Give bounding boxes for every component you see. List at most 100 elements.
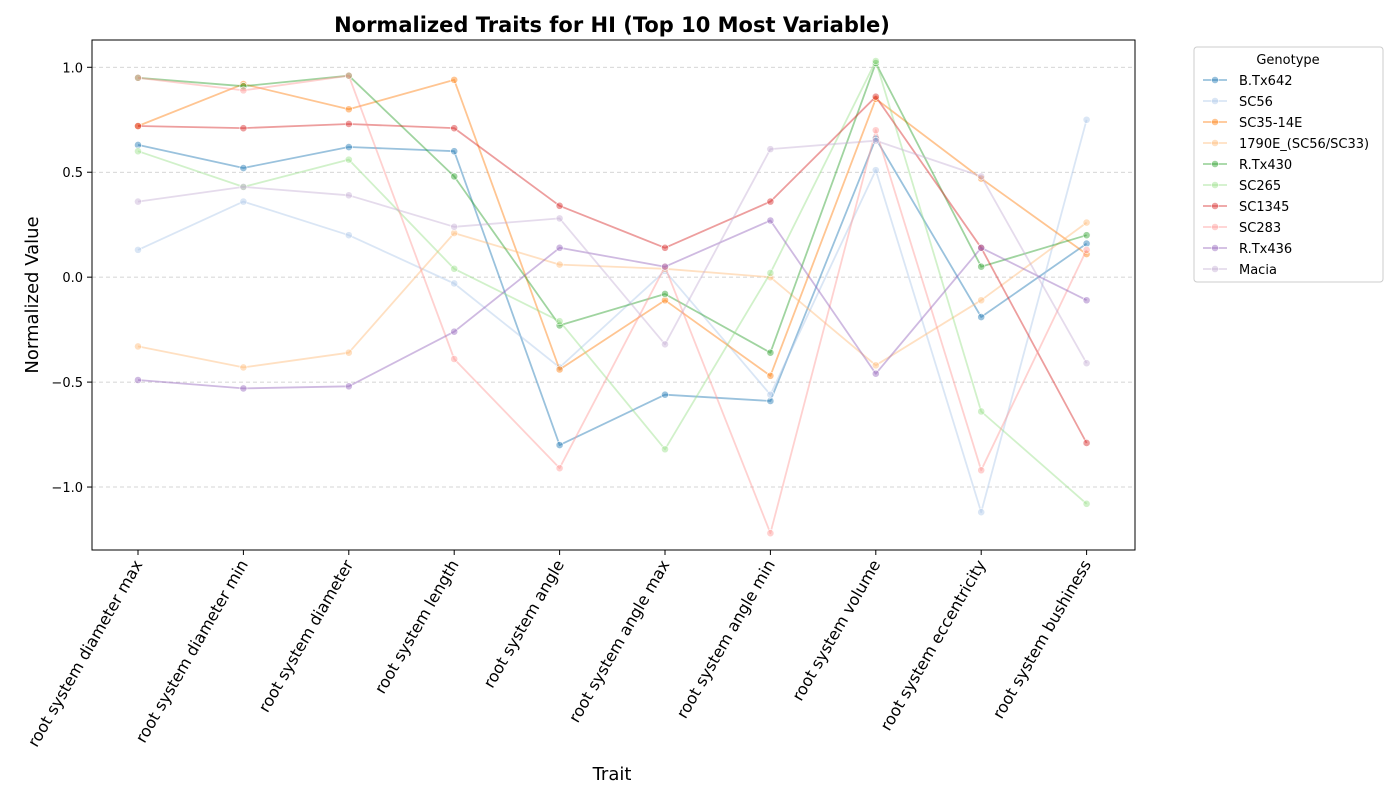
data-point bbox=[661, 340, 669, 349]
legend-label: B.Tx642 bbox=[1239, 74, 1293, 89]
legend-item: 1790E_(SC56/SC33) bbox=[1203, 137, 1369, 152]
series-line bbox=[137, 219, 1088, 390]
data-point bbox=[134, 376, 142, 384]
legend-item: Macia bbox=[1203, 263, 1277, 278]
data-point bbox=[977, 243, 986, 252]
y-tick-label: 1.0 bbox=[62, 61, 83, 76]
data-point bbox=[555, 214, 564, 223]
series-sc283 bbox=[134, 71, 1091, 538]
data-point bbox=[661, 243, 669, 252]
data-point bbox=[766, 390, 775, 399]
data-point bbox=[977, 407, 986, 416]
x-tick-label: root system bushiness bbox=[989, 557, 1095, 722]
data-point bbox=[1082, 250, 1091, 258]
series-sc35-14e bbox=[134, 75, 1091, 380]
legend-item: SC283 bbox=[1203, 221, 1281, 236]
data-point bbox=[344, 191, 353, 200]
series-macia bbox=[134, 136, 1091, 368]
data-point bbox=[1082, 115, 1091, 124]
data-point bbox=[134, 141, 142, 149]
data-point bbox=[344, 348, 353, 357]
grid-lines bbox=[92, 66, 1135, 488]
data-point bbox=[239, 124, 248, 133]
data-point bbox=[134, 73, 142, 82]
data-point bbox=[134, 147, 142, 156]
legend-label: 1790E_(SC56/SC33) bbox=[1239, 137, 1369, 152]
data-point bbox=[134, 245, 142, 254]
legend-swatch-marker bbox=[1211, 76, 1219, 84]
data-point bbox=[766, 273, 775, 282]
data-point bbox=[871, 92, 880, 101]
series-b-tx642 bbox=[134, 134, 1091, 449]
data-point bbox=[1082, 499, 1091, 508]
data-point bbox=[344, 231, 353, 240]
series-line bbox=[137, 74, 1088, 535]
data-point bbox=[450, 327, 459, 336]
y-tick-label: 0.0 bbox=[62, 271, 83, 286]
legend-item: R.Tx430 bbox=[1203, 158, 1292, 173]
legend-label: Macia bbox=[1239, 263, 1277, 278]
data-point bbox=[239, 86, 248, 95]
series-line bbox=[137, 139, 1088, 364]
y-axis-label: Normalized Value bbox=[22, 216, 43, 373]
series-sc56 bbox=[134, 115, 1091, 517]
data-point bbox=[661, 390, 669, 399]
y-tick-label: −0.5 bbox=[51, 376, 83, 391]
data-point bbox=[450, 147, 459, 156]
data-point bbox=[134, 342, 142, 351]
legend: Genotype B.Tx642 SC56 SC35-14E 1790E_(SC56/… bbox=[1193, 46, 1384, 283]
legend-swatch-marker bbox=[1211, 181, 1219, 189]
data-point bbox=[977, 313, 986, 321]
data-point bbox=[871, 134, 880, 143]
x-tick-label: root system eccentricity bbox=[876, 557, 989, 734]
legend-swatch-marker bbox=[1211, 118, 1219, 126]
legend-swatch-marker bbox=[1211, 97, 1219, 105]
data-point bbox=[450, 172, 459, 181]
data-point bbox=[239, 363, 248, 372]
data-point bbox=[766, 397, 775, 405]
data-point bbox=[134, 122, 142, 130]
series-line bbox=[137, 119, 1088, 514]
data-point bbox=[977, 466, 986, 475]
data-point bbox=[871, 166, 880, 175]
data-point bbox=[555, 243, 564, 252]
legend-label: SC56 bbox=[1239, 95, 1273, 110]
data-point bbox=[766, 348, 775, 357]
legend-label: R.Tx430 bbox=[1239, 158, 1292, 173]
data-point bbox=[661, 290, 669, 298]
data-point bbox=[344, 71, 353, 80]
data-point bbox=[661, 262, 669, 271]
series-lines bbox=[134, 57, 1091, 538]
data-point bbox=[239, 384, 248, 393]
data-point bbox=[661, 264, 669, 273]
legend-item: R.Tx436 bbox=[1203, 242, 1292, 257]
x-tick-label: root system angle bbox=[479, 557, 568, 692]
legend-items: B.Tx642 SC56 SC35-14E 1790E_(SC56/SC33) R.Tx… bbox=[1203, 74, 1369, 278]
data-point bbox=[661, 445, 669, 454]
series-line bbox=[137, 79, 1088, 377]
data-point bbox=[555, 321, 564, 330]
series-1790e-sc56-sc33- bbox=[134, 218, 1091, 372]
data-point bbox=[344, 143, 353, 151]
data-point bbox=[1082, 359, 1091, 368]
data-point bbox=[766, 216, 775, 225]
legend-item: SC35-14E bbox=[1203, 116, 1302, 131]
data-point bbox=[555, 441, 564, 449]
y-tick-label: −1.0 bbox=[51, 481, 83, 496]
data-point bbox=[977, 508, 986, 517]
x-tick-label: root system angle min bbox=[673, 557, 779, 722]
legend-box bbox=[1193, 46, 1384, 283]
data-point bbox=[871, 361, 880, 370]
data-point bbox=[661, 266, 669, 275]
data-point bbox=[766, 197, 775, 206]
data-point bbox=[239, 82, 248, 91]
data-point bbox=[450, 229, 459, 237]
data-point bbox=[450, 75, 459, 84]
data-point bbox=[450, 279, 459, 288]
data-point bbox=[977, 174, 986, 183]
x-tick-label: root system volume bbox=[788, 557, 884, 705]
data-point bbox=[871, 57, 880, 65]
data-point bbox=[450, 124, 459, 133]
data-point bbox=[1082, 296, 1091, 305]
data-point bbox=[766, 529, 775, 538]
